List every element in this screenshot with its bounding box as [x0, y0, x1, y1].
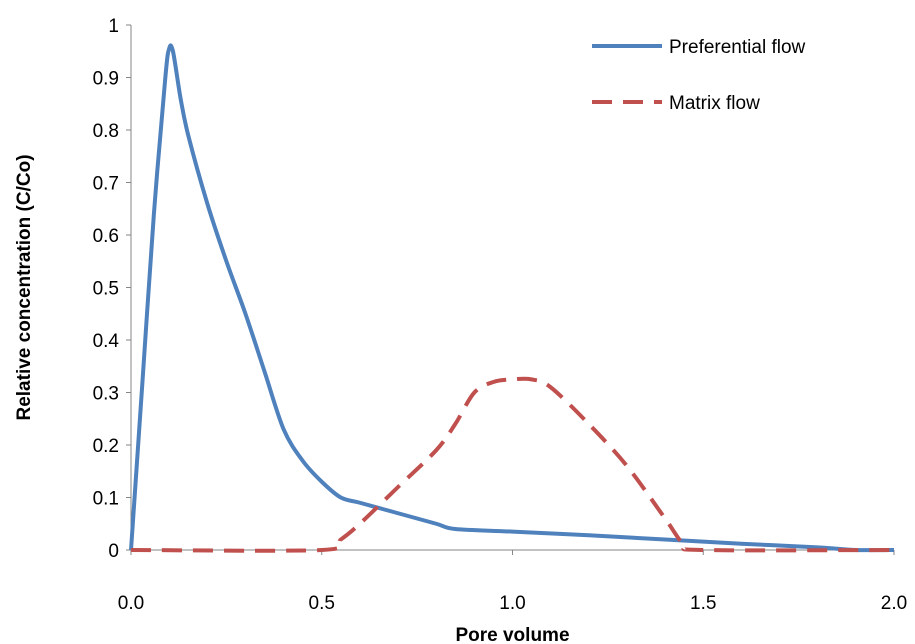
x-tick-label: 0.5	[309, 593, 335, 614]
y-tick-label: 0.7	[93, 174, 119, 195]
x-tick-label: 1.0	[499, 593, 525, 614]
x-axis-ticks: 0.0 0.5 1.0 1.5 2.0	[118, 550, 907, 614]
axes	[130, 25, 894, 551]
y-tick-label: 0.6	[93, 226, 119, 247]
y-axis-ticks: 0 0.1 0.2 0.3 0.4 0.5 0.6 0.7 0.8 0.9 1	[93, 16, 131, 562]
x-tick-label: 1.5	[690, 593, 716, 614]
y-tick-label: 1	[108, 16, 119, 37]
legend: Preferential flow Matrix flow	[592, 37, 806, 114]
y-tick-label: 0.5	[93, 279, 119, 300]
x-tick-label: 2.0	[881, 593, 907, 614]
x-tick-label: 0.0	[118, 593, 144, 614]
series-line-matrix-flow	[130, 376, 895, 553]
series-line-preferential-flow	[129, 43, 895, 553]
y-tick-label: 0.9	[93, 69, 119, 90]
legend-label-preferential-flow: Preferential flow	[669, 37, 806, 58]
y-tick-label: 0	[108, 541, 119, 562]
y-tick-label: 0.8	[93, 121, 119, 142]
series-layer	[129, 43, 895, 553]
y-axis-title: Relative concentration (C/Co)	[14, 154, 35, 420]
y-tick-label: 0.3	[93, 384, 119, 405]
x-axis-title: Pore volume	[455, 625, 569, 644]
y-tick-label: 0.2	[93, 436, 119, 457]
y-tick-label: 0.1	[93, 489, 119, 510]
legend-label-matrix-flow: Matrix flow	[669, 93, 760, 114]
y-tick-label: 0.4	[93, 331, 120, 352]
